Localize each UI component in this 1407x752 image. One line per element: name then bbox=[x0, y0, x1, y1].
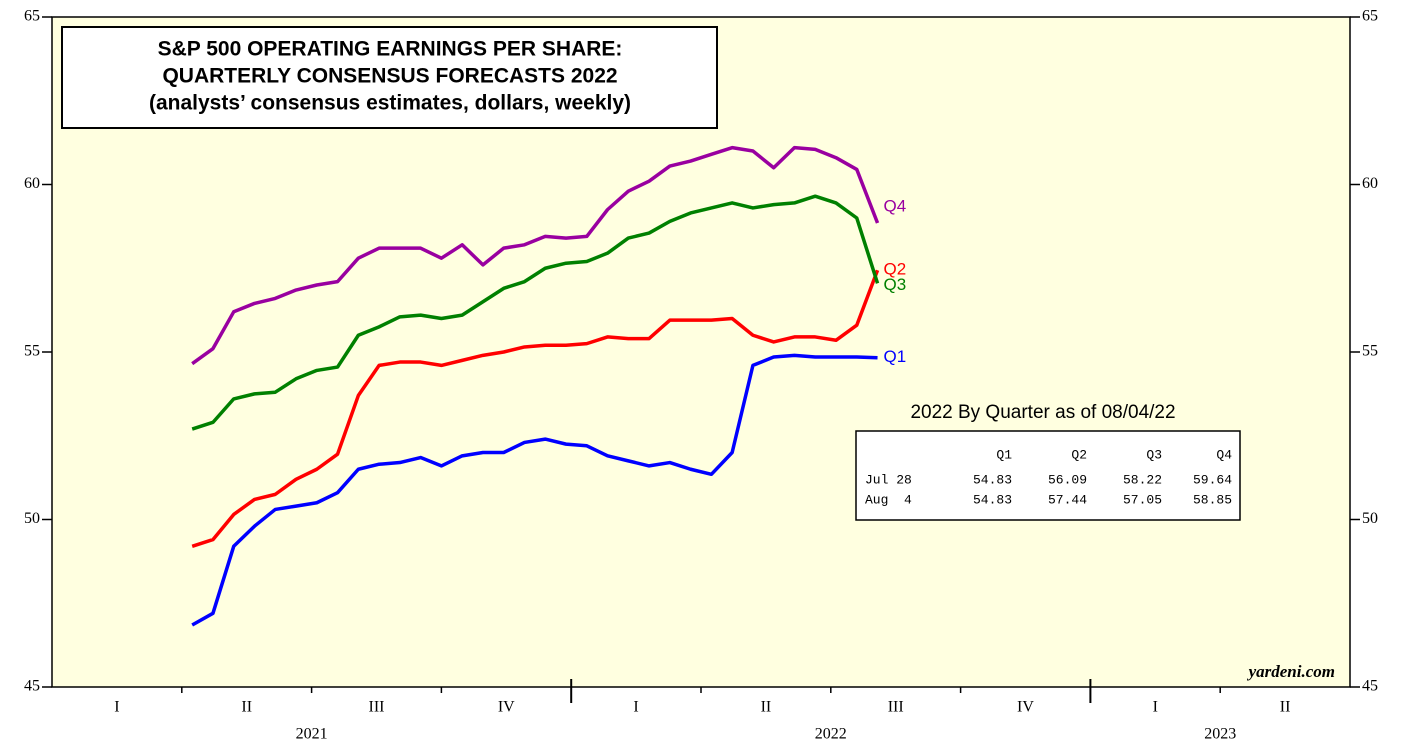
y-tick-label: 45 bbox=[24, 678, 40, 695]
series-label: Q2 bbox=[884, 260, 907, 279]
series-line bbox=[191, 269, 880, 548]
table-header: Q1 bbox=[996, 447, 1012, 462]
chart-title: S&P 500 OPERATING EARNINGS PER SHARE: bbox=[158, 38, 623, 61]
y-tick-label: 50 bbox=[24, 510, 40, 527]
table-header: Q4 bbox=[1216, 447, 1232, 462]
series-line bbox=[191, 194, 880, 431]
table-box bbox=[855, 430, 1241, 521]
x-year-label: 2022 bbox=[815, 726, 847, 743]
table-cell: 57.44 bbox=[1048, 492, 1087, 507]
series-line bbox=[191, 145, 880, 366]
x-tick-label: I bbox=[633, 699, 638, 716]
table-cell: 59.64 bbox=[1193, 472, 1232, 487]
table-header: Q2 bbox=[1071, 447, 1087, 462]
table-title: 2022 By Quarter as of 08/04/22 bbox=[910, 402, 1175, 423]
x-year-label: 2023 bbox=[1204, 726, 1236, 743]
y-tick-label: 55 bbox=[24, 343, 40, 360]
table-cell: 54.83 bbox=[973, 472, 1012, 487]
chart-title: QUARTERLY CONSENSUS FORECASTS 2022 bbox=[162, 65, 617, 88]
x-tick-label: II bbox=[1280, 699, 1291, 716]
table-header: Q3 bbox=[1146, 447, 1162, 462]
y-tick-label: 60 bbox=[24, 175, 40, 192]
table-cell: 54.83 bbox=[973, 492, 1012, 507]
x-tick-label: IV bbox=[1017, 699, 1034, 716]
table-cell: 57.05 bbox=[1123, 492, 1162, 507]
x-tick-label: I bbox=[1153, 699, 1158, 716]
y2-tick-label: 50 bbox=[1362, 510, 1378, 527]
title-box bbox=[61, 26, 718, 129]
series-label: Q3 bbox=[884, 275, 907, 294]
x-tick-label: IV bbox=[498, 699, 515, 716]
y2-tick-label: 55 bbox=[1362, 343, 1378, 360]
table-cell: 56.09 bbox=[1048, 472, 1087, 487]
series-line bbox=[191, 353, 878, 627]
y2-tick-label: 45 bbox=[1362, 678, 1378, 695]
table-cell: 58.85 bbox=[1193, 492, 1232, 507]
x-tick-label: I bbox=[114, 699, 119, 716]
x-tick-label: II bbox=[241, 699, 252, 716]
series-label: Q1 bbox=[884, 347, 907, 366]
y-tick-label: 65 bbox=[24, 8, 40, 25]
y2-tick-label: 65 bbox=[1362, 8, 1378, 25]
series-label: Q4 bbox=[884, 197, 907, 216]
x-tick-label: III bbox=[888, 699, 904, 716]
x-year-label: 2021 bbox=[296, 726, 328, 743]
table-cell: Aug 4 bbox=[865, 492, 912, 507]
source: yardeni.com bbox=[1247, 662, 1335, 681]
y2-tick-label: 60 bbox=[1362, 175, 1378, 192]
x-tick-label: II bbox=[761, 699, 772, 716]
table-cell: Jul 28 bbox=[865, 472, 912, 487]
x-tick-label: III bbox=[369, 699, 385, 716]
table-cell: 58.22 bbox=[1123, 472, 1162, 487]
chart-title: (analysts’ consensus estimates, dollars,… bbox=[149, 92, 631, 115]
